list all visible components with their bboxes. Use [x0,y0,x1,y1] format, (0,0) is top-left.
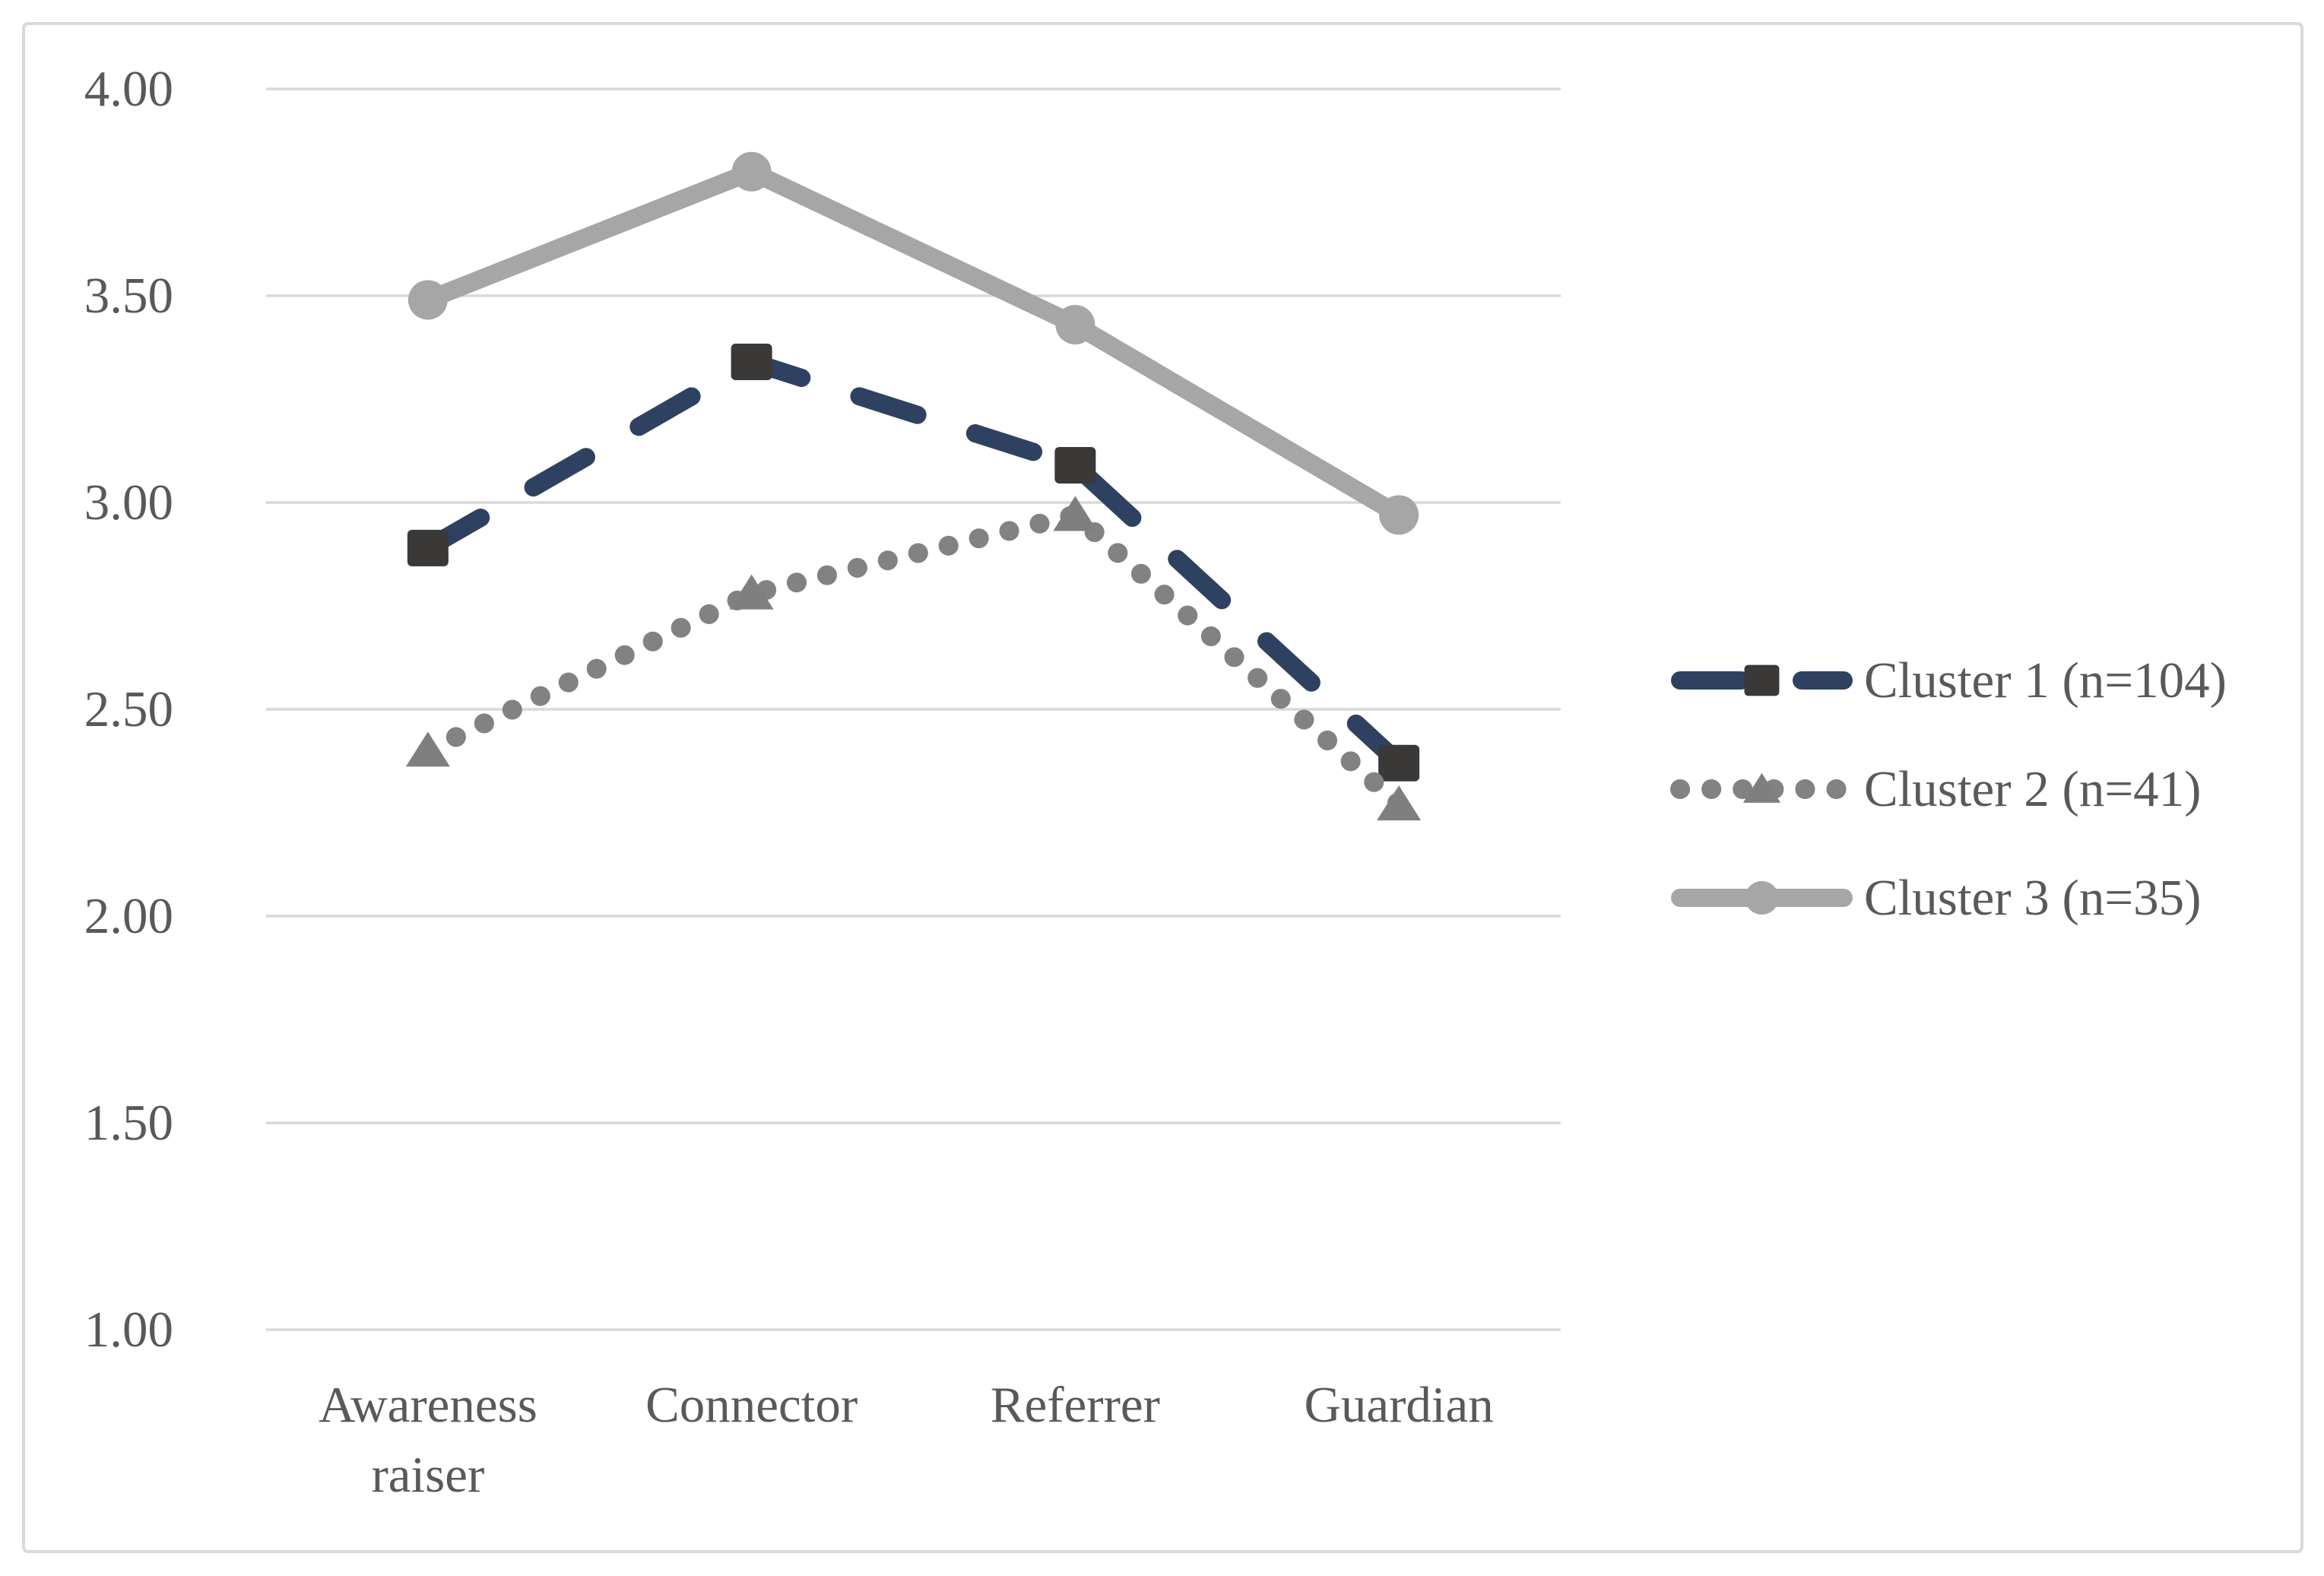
x-axis-category-label: Referrer [991,1377,1160,1433]
legend-item: Cluster 1 (n=104) [1671,652,2227,709]
gridlines [266,87,1561,1331]
y-axis-tick-label: 2.00 [84,888,173,944]
data-point-marker-triangle [1377,785,1422,821]
data-point-marker-circle [731,151,772,192]
data-point-marker-triangle [405,731,450,767]
data-point-marker-circle [1055,305,1095,345]
legend-item: Cluster 3 (n=35) [1671,870,2201,926]
data-point-marker-circle [1745,880,1779,915]
data-point-marker-triangle [729,574,774,610]
data-point-marker-square [1744,664,1780,696]
legend-label: Cluster 2 (n=41) [1864,761,2201,817]
y-axis-tick-label: 2.50 [84,681,173,737]
x-axis-category-label: Connector [645,1377,858,1433]
data-point-marker-triangle [1742,772,1781,803]
y-axis-tick-label: 3.00 [84,474,173,531]
data-point-marker-square [731,344,772,381]
series-line [417,505,1409,815]
series-cluster-2 [405,496,1422,821]
legend-item: Cluster 2 (n=41) [1670,761,2201,817]
legend-label: Cluster 1 (n=104) [1864,652,2227,709]
series-cluster-3 [407,151,1419,535]
data-point-marker-square [407,529,449,566]
y-axis-tick-label: 3.50 [84,268,173,324]
data-point-marker-square [1378,744,1420,782]
x-axis-category-label: Awareness raiser [319,1377,537,1503]
data-point-marker-square [1054,447,1096,484]
y-axis: 4.00 3.50 3.00 2.50 2.00 1.50 1.00 [84,61,173,1358]
x-axis: Awareness raiser Connector Referrer Guardian [319,1377,1494,1503]
y-axis-tick-label: 1.50 [84,1095,173,1151]
series-line [418,162,1409,525]
legend: Cluster 1 (n=104) Cluster 2 (n=41) Cluster… [1670,652,2227,926]
data-point-marker-circle [407,280,448,320]
y-axis-tick-label: 1.00 [84,1302,173,1358]
series-cluster-1 [407,344,1420,782]
data-point-marker-circle [1379,495,1419,535]
x-axis-category-label: Guardian [1304,1377,1493,1433]
legend-label: Cluster 3 (n=35) [1864,870,2201,926]
series-line [418,353,1409,772]
y-axis-tick-label: 4.00 [84,61,173,117]
data-point-marker-triangle [1053,496,1098,531]
chart-border [22,22,2303,1553]
